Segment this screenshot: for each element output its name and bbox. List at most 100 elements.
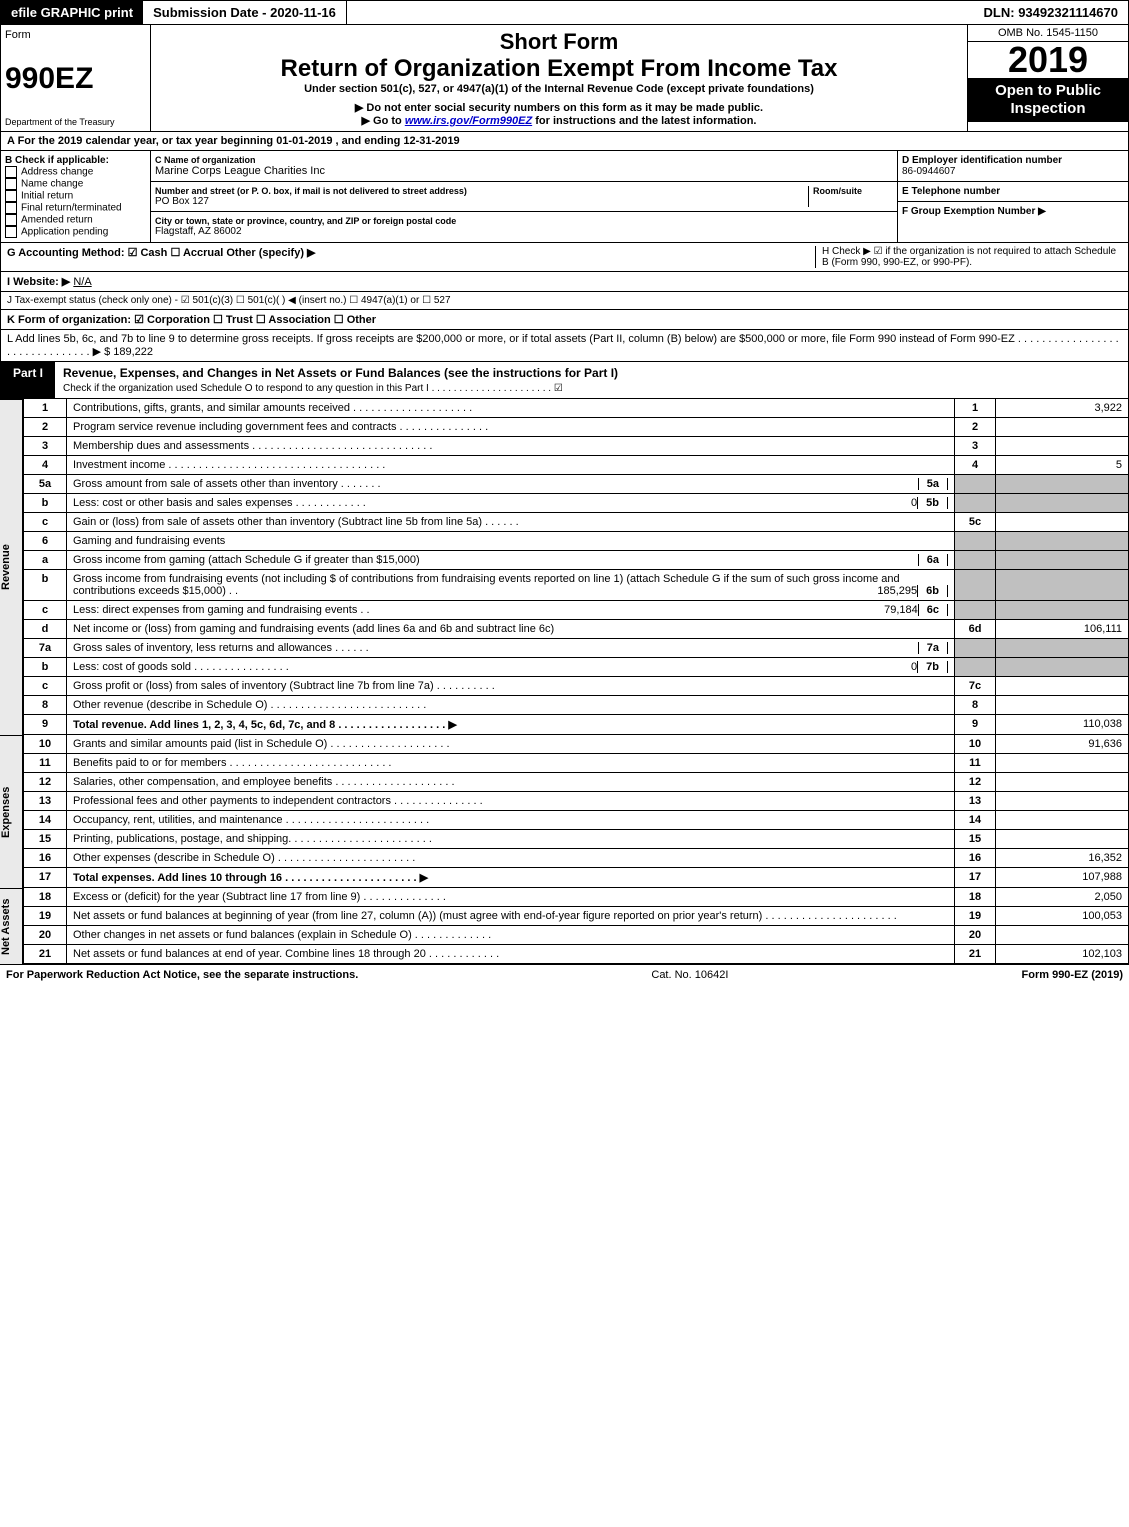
form-ref: Form 990-EZ (2019) (1022, 969, 1123, 981)
box-e: E Telephone number (898, 182, 1128, 202)
part1-title: Revenue, Expenses, and Changes in Net As… (55, 362, 1128, 398)
phone-label: E Telephone number (902, 186, 1124, 197)
line-17: 17Total expenses. Add lines 10 through 1… (24, 868, 1129, 888)
efile-print[interactable]: efile GRAPHIC print (1, 1, 143, 24)
boxes-d-e-f: D Employer identification number 86-0944… (898, 151, 1128, 242)
line-13: 13Professional fees and other payments t… (24, 792, 1129, 811)
revenue-table: 1Contributions, gifts, grants, and simil… (23, 399, 1129, 735)
line-6d: dNet income or (loss) from gaming and fu… (24, 620, 1129, 639)
entity-info: B Check if applicable: Address change Na… (0, 151, 1129, 243)
goto-row: ▶ Go to www.irs.gov/Form990EZ for instru… (155, 114, 963, 127)
line-3: 3Membership dues and assessments . . . .… (24, 437, 1129, 456)
city-state-zip: Flagstaff, AZ 86002 (155, 226, 893, 237)
box-b-title: B Check if applicable: (5, 155, 146, 166)
part1-header: Part I Revenue, Expenses, and Changes in… (0, 362, 1129, 399)
ein-label: D Employer identification number (902, 155, 1124, 166)
line-8: 8Other revenue (describe in Schedule O) … (24, 696, 1129, 715)
box-l: L Add lines 5b, 6c, and 7b to line 9 to … (0, 330, 1129, 362)
address-row: Number and street (or P. O. box, if mail… (151, 182, 897, 212)
line-5a: 5aGross amount from sale of assets other… (24, 475, 1129, 494)
line-6c: cLess: direct expenses from gaming and f… (24, 601, 1129, 620)
revenue-section: Revenue 1Contributions, gifts, grants, a… (0, 399, 1129, 735)
chk-initial-return[interactable]: Initial return (5, 190, 146, 202)
row-g-h: G Accounting Method: ☑ Cash ☐ Accrual Ot… (0, 243, 1129, 272)
line-5c: cGain or (loss) from sale of assets othe… (24, 513, 1129, 532)
website-value: N/A (73, 276, 91, 288)
chk-name-change[interactable]: Name change (5, 178, 146, 190)
part1-check: Check if the organization used Schedule … (63, 383, 563, 394)
line-2: 2Program service revenue including gover… (24, 418, 1129, 437)
submission-date: Submission Date - 2020-11-16 (143, 1, 347, 24)
box-b: B Check if applicable: Address change Na… (1, 151, 151, 242)
group-exemption-label: F Group Exemption Number ▶ (902, 206, 1124, 217)
box-c-label: C Name of organization (155, 155, 893, 165)
chk-application-pending[interactable]: Application pending (5, 226, 146, 238)
tax-period: A For the 2019 calendar year, or tax yea… (0, 132, 1129, 151)
line-14: 14Occupancy, rent, utilities, and mainte… (24, 811, 1129, 830)
expenses-section: Expenses 10Grants and similar amounts pa… (0, 735, 1129, 888)
expenses-side-label: Expenses (0, 735, 23, 888)
line-7a: 7aGross sales of inventory, less returns… (24, 639, 1129, 658)
chk-address-change[interactable]: Address change (5, 166, 146, 178)
catalog-number: Cat. No. 10642I (651, 969, 728, 981)
line-7b: bLess: cost of goods sold . . . . . . . … (24, 658, 1129, 677)
website-label: I Website: ▶ (7, 276, 70, 288)
ssn-warning: ▶ Do not enter social security numbers o… (155, 101, 963, 114)
form-id-cell: Form 990EZ Department of the Treasury (1, 25, 151, 131)
page-footer: For Paperwork Reduction Act Notice, see … (0, 964, 1129, 985)
net-assets-section: Net Assets 18Excess or (deficit) for the… (0, 888, 1129, 964)
box-i: I Website: ▶ N/A (0, 272, 1129, 292)
room-label: Room/suite (813, 186, 893, 196)
line-10: 10Grants and similar amounts paid (list … (24, 735, 1129, 754)
line-7c: cGross profit or (loss) from sales of in… (24, 677, 1129, 696)
irs-link[interactable]: www.irs.gov/Form990EZ (405, 115, 532, 127)
street-address: PO Box 127 (155, 196, 808, 207)
line-9: 9Total revenue. Add lines 1, 2, 3, 4, 5c… (24, 715, 1129, 735)
form-header: Form 990EZ Department of the Treasury Sh… (0, 25, 1129, 132)
line-4: 4Investment income . . . . . . . . . . .… (24, 456, 1129, 475)
line-1: 1Contributions, gifts, grants, and simil… (24, 399, 1129, 418)
net-assets-side-label: Net Assets (0, 888, 23, 964)
goto-pre: ▶ Go to (362, 115, 405, 127)
dln: DLN: 93492321114670 (974, 1, 1128, 24)
box-k: K Form of organization: ☑ Corporation ☐ … (0, 310, 1129, 330)
city-label: City or town, state or province, country… (155, 216, 893, 226)
short-form-title: Short Form (155, 29, 963, 55)
form-number: 990EZ (5, 62, 146, 96)
line-15: 15Printing, publications, postage, and s… (24, 830, 1129, 849)
line-6a: aGross income from gaming (attach Schedu… (24, 551, 1129, 570)
city-row: City or town, state or province, country… (151, 212, 897, 241)
line-6b: bGross income from fundraising events (n… (24, 570, 1129, 601)
line-5b: bLess: cost or other basis and sales exp… (24, 494, 1129, 513)
box-j: J Tax-exempt status (check only one) - ☑… (0, 292, 1129, 310)
chk-amended-return[interactable]: Amended return (5, 214, 146, 226)
box-h: H Check ▶ ☑ if the organization is not r… (815, 246, 1122, 268)
line-18: 18Excess or (deficit) for the year (Subt… (24, 888, 1129, 907)
line-20: 20Other changes in net assets or fund ba… (24, 926, 1129, 945)
revenue-side-label: Revenue (0, 399, 23, 735)
ein-value: 86-0944607 (902, 166, 1124, 177)
box-c: C Name of organization Marine Corps Leag… (151, 151, 898, 242)
expenses-table: 10Grants and similar amounts paid (list … (23, 735, 1129, 888)
form-label: Form (5, 29, 146, 41)
right-header-cell: OMB No. 1545-1150 2019 Open to Public In… (968, 25, 1128, 131)
title-cell: Short Form Return of Organization Exempt… (151, 25, 968, 131)
box-d: D Employer identification number 86-0944… (898, 151, 1128, 182)
top-bar: efile GRAPHIC print Submission Date - 20… (0, 0, 1129, 25)
line-11: 11Benefits paid to or for members . . . … (24, 754, 1129, 773)
org-name: Marine Corps League Charities Inc (155, 165, 893, 177)
net-assets-table: 18Excess or (deficit) for the year (Subt… (23, 888, 1129, 964)
line-12: 12Salaries, other compensation, and empl… (24, 773, 1129, 792)
org-name-row: C Name of organization Marine Corps Leag… (151, 151, 897, 182)
line-19: 19Net assets or fund balances at beginni… (24, 907, 1129, 926)
chk-final-return[interactable]: Final return/terminated (5, 202, 146, 214)
open-inspection: Open to Public Inspection (968, 78, 1128, 122)
tax-year: 2019 (968, 42, 1128, 78)
main-title: Return of Organization Exempt From Incom… (155, 55, 963, 83)
part1-tab: Part I (1, 362, 55, 398)
line-6: 6Gaming and fundraising events (24, 532, 1129, 551)
box-f: F Group Exemption Number ▶ (898, 202, 1128, 221)
top-bar-left: efile GRAPHIC print Submission Date - 20… (1, 1, 347, 24)
paperwork-notice: For Paperwork Reduction Act Notice, see … (6, 969, 358, 981)
department: Department of the Treasury (5, 117, 146, 127)
